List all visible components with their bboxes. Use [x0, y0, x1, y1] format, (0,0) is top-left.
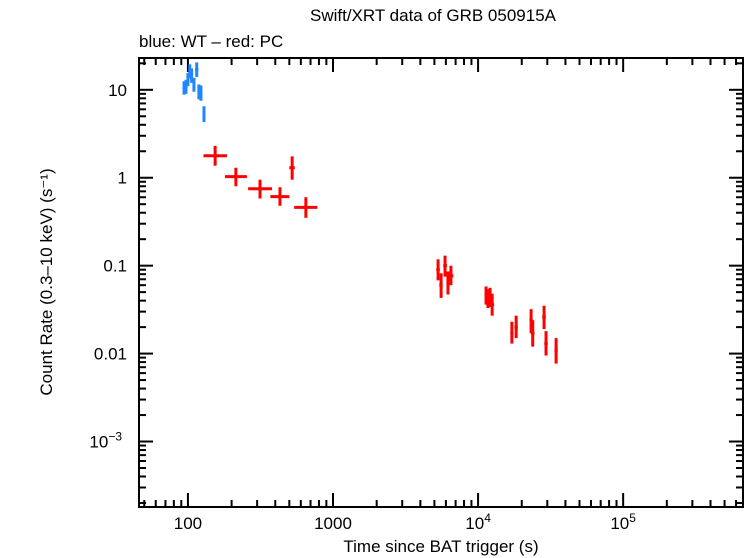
data-points [182, 62, 558, 364]
y-axis-label: Count Rate (0.3–10 keV) (s⁻¹) [37, 168, 56, 395]
data-point-pc [542, 305, 546, 330]
x-tick-label: 1000 [314, 514, 352, 533]
data-point-pc [554, 338, 558, 364]
y-tick-label: 10 [108, 81, 127, 100]
data-point-pc [510, 321, 514, 344]
data-point-pc [443, 255, 447, 277]
data-point-pc [446, 271, 450, 295]
data-point-pc [531, 320, 535, 347]
data-point-pc [514, 315, 518, 339]
data-point-wt [190, 68, 194, 83]
data-point-wt [184, 79, 188, 94]
x-tick-label: 100 [174, 514, 202, 533]
data-point-pc [490, 293, 495, 316]
data-point-wt [195, 62, 199, 77]
y-tick-label: 0.01 [94, 345, 127, 364]
y-tick-label: 1 [118, 169, 127, 188]
data-point-pc [248, 179, 273, 199]
x-axis-label: Time since BAT trigger (s) [343, 537, 538, 556]
tick-labels: 100 1000 104 105 10 1 0.1 0.01 10−3 [89, 81, 636, 533]
data-point-pc [439, 273, 443, 298]
data-point-pc [448, 265, 454, 286]
x-tick-label: 104 [465, 511, 491, 533]
chart-title: Swift/XRT data of GRB 050915A [309, 6, 556, 25]
x-tick-label: 105 [610, 511, 636, 533]
plot-frame [138, 57, 744, 508]
data-point-wt [199, 85, 203, 101]
data-point-pc [224, 167, 247, 187]
chart-subtitle: blue: WT – red: PC [139, 32, 284, 51]
data-point-pc [436, 259, 440, 281]
data-point-wt [186, 73, 190, 87]
axis-ticks [139, 58, 743, 507]
data-point-pc [289, 156, 295, 180]
y-tick-label: 10−3 [89, 430, 122, 452]
y-tick-label: 0.1 [103, 257, 127, 276]
data-point-wt [202, 106, 206, 123]
data-point-pc [270, 187, 290, 206]
data-point-pc [544, 331, 548, 356]
data-point-pc [203, 145, 228, 166]
data-point-wt [192, 77, 196, 92]
data-point-pc [294, 197, 318, 218]
